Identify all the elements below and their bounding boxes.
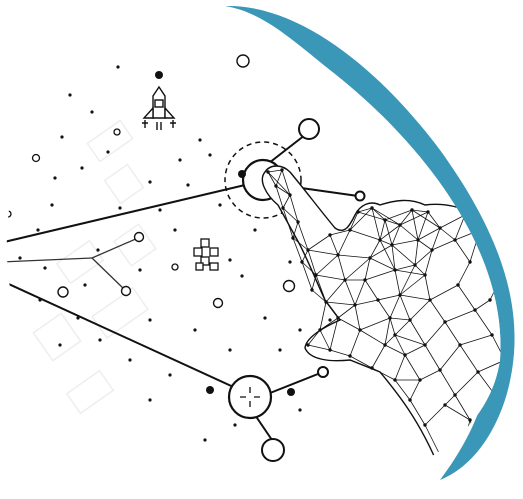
scattered-dots [18, 65, 332, 442]
faint-background-shapes [32, 119, 157, 415]
crosshair-node-icon [206, 374, 295, 420]
open-circle-nodes [6, 54, 366, 462]
block-cluster-icon [193, 238, 219, 271]
branch-lines [6, 237, 139, 291]
polygonal-hand-icon [261, 165, 501, 472]
rocket-icon [142, 71, 176, 130]
accent-edge [225, 5, 515, 480]
